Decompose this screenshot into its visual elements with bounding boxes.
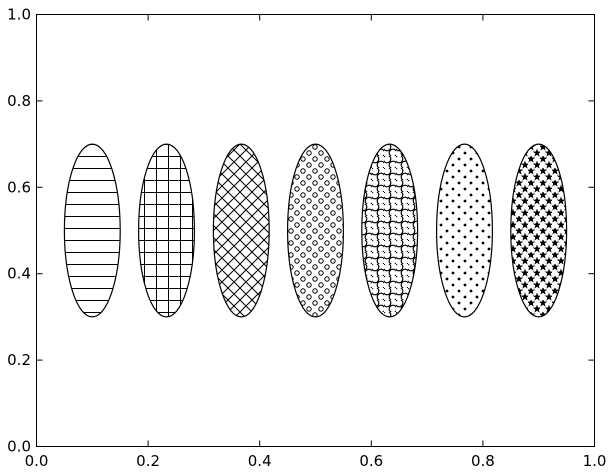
ellipse-large-circles (361, 143, 419, 318)
ellipses-layer (63, 143, 568, 318)
y-tick-label: 0.6 (7, 178, 31, 196)
x-tick-label: 0.6 (359, 452, 383, 470)
ellipse-horizontal-lines (63, 143, 121, 318)
x-tick-label: 0.2 (136, 452, 160, 470)
ticks-layer (36, 14, 595, 447)
x-tick-label: 0.0 (25, 452, 49, 470)
tick-labels-layer: 0.0 0.2 0.4 0.6 0.8 1.0 0.0 0.2 0.4 0.6 0.8 1.0 (7, 6, 606, 471)
x-tick-label: 0.8 (471, 452, 495, 470)
y-tick-label: 0.0 (7, 438, 31, 456)
ellipse-dots (435, 143, 493, 318)
x-tick-label: 1.0 (583, 452, 607, 470)
y-tick-label: 0.2 (7, 351, 31, 369)
ellipse-small-circles (287, 143, 345, 318)
y-tick-label: 0.4 (7, 265, 31, 283)
y-tick-label: 0.8 (7, 92, 31, 110)
ellipse-stars (510, 143, 568, 318)
ellipse-crosshatch (212, 143, 270, 318)
y-tick-label: 1.0 (7, 6, 31, 24)
axes-frame (36, 14, 595, 447)
x-tick-label: 0.4 (248, 452, 272, 470)
ellipse-grid (138, 143, 196, 318)
